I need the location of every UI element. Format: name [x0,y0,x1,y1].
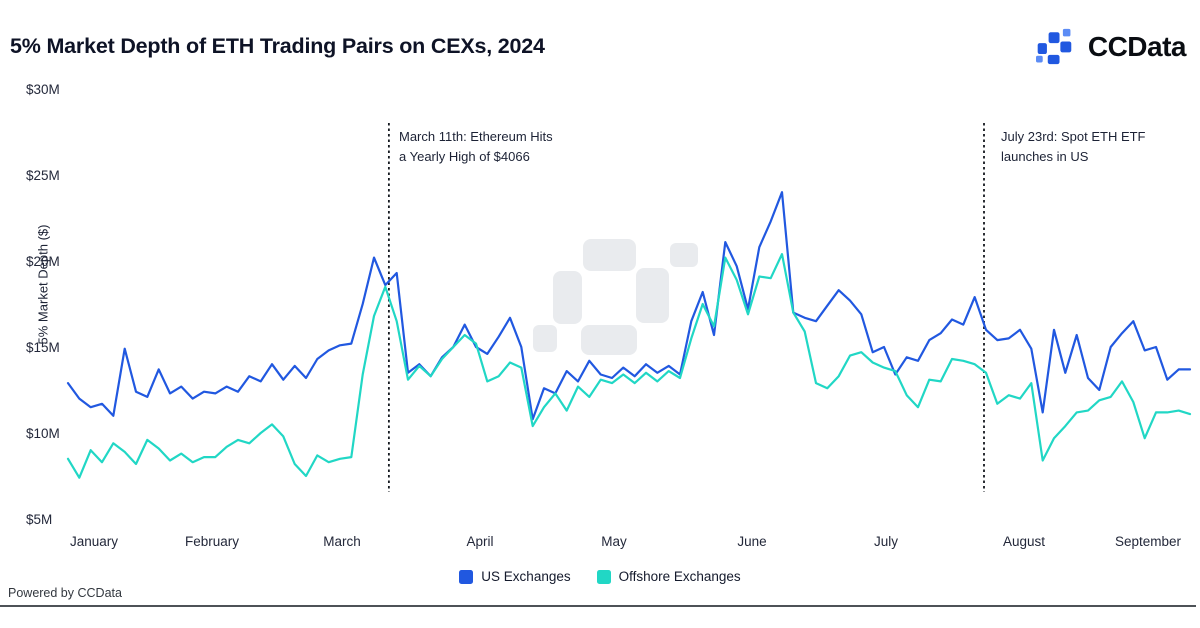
x-tick-label-june: June [737,534,767,549]
annotation-line1: March 11th: Ethereum Hits [399,129,553,144]
x-tick-label-september: September [1114,534,1182,549]
legend-label: US Exchanges [481,569,571,584]
ccdata-logo-icon [1035,28,1072,65]
legend-item-us-exchanges: US Exchanges [459,569,571,584]
x-tick-label-february: February [184,534,240,549]
brand-name: CCData [1087,30,1187,62]
x-tick-label-january: January [69,534,119,549]
page-title: 5% Market Depth of ETH Trading Pairs on … [10,34,545,58]
x-tick-label-march: March [323,534,361,549]
series-line-us-exchanges [66,191,1192,421]
brand-logo: CCData [1035,28,1187,65]
annotation-march-11: March 11th: Ethereum Hits a Yearly High … [399,127,553,167]
y-tick-label: $15M [26,340,60,355]
x-tick-label-july: July [873,534,898,549]
legend-swatch-us [459,569,474,584]
y-tick-label: $10M [26,426,60,441]
annotation-line2: launches in US [1001,149,1089,164]
legend-item-offshore-exchanges: Offshore Exchanges [596,569,741,584]
footer-divider [0,605,1196,607]
legend-label: Offshore Exchanges [618,569,741,584]
chart-legend: US Exchanges Offshore Exchanges [0,569,1200,584]
annotation-line1: July 23rd: Spot ETH ETF [1001,129,1146,144]
ccdata-watermark-icon [533,239,698,355]
y-tick-label: $25M [26,168,60,183]
series-line-offshore-exchanges [66,253,1192,479]
y-tick-label: $20M [26,254,60,269]
y-tick-label: $30M [26,82,60,97]
legend-swatch-offshore [596,569,611,584]
y-tick-label: $5M [26,512,53,527]
x-tick-label-april: April [466,534,494,549]
powered-by-text: Powered by CCData [8,586,122,600]
plot-area [66,123,1192,492]
x-tick-label-august: August [1002,534,1046,549]
x-tick-label-may: May [601,534,627,549]
annotation-july-23: July 23rd: Spot ETH ETF launches in US [1001,127,1146,167]
annotation-line2: a Yearly High of $4066 [399,149,530,164]
